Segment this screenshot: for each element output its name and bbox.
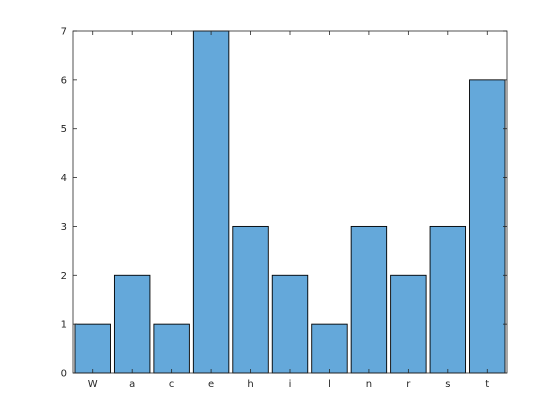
x-tick-label: h bbox=[247, 379, 253, 390]
x-tick-label: n bbox=[366, 379, 372, 390]
bar-9 bbox=[390, 274, 427, 374]
bar-2 bbox=[113, 274, 151, 374]
y-tick-label: 3 bbox=[61, 222, 67, 233]
y-tick-label: 2 bbox=[61, 271, 67, 282]
y-tick-label: 7 bbox=[61, 27, 67, 38]
bar-1 bbox=[74, 323, 111, 374]
x-tick-label: e bbox=[208, 379, 214, 390]
x-tick-label: s bbox=[445, 379, 450, 390]
y-tick-label: 0 bbox=[61, 369, 67, 380]
bar-3 bbox=[153, 323, 190, 374]
bar-6 bbox=[271, 274, 309, 374]
y-tick-label: 6 bbox=[61, 75, 67, 86]
bar-4 bbox=[192, 30, 230, 374]
bar-8 bbox=[350, 225, 388, 374]
bars-group bbox=[74, 30, 506, 374]
bar-5 bbox=[232, 225, 269, 374]
ticks-group bbox=[73, 30, 507, 374]
bar-11 bbox=[469, 79, 506, 374]
x-tick-label: l bbox=[328, 379, 331, 390]
x-tick-label: i bbox=[289, 379, 292, 390]
x-tick-label: W bbox=[88, 379, 98, 390]
x-tick-label: a bbox=[129, 379, 135, 390]
x-tick-label: r bbox=[406, 379, 411, 390]
bar-10 bbox=[429, 225, 467, 374]
y-tick-label: 4 bbox=[61, 173, 67, 184]
bar-7 bbox=[311, 323, 348, 374]
y-tick-label: 5 bbox=[61, 124, 67, 135]
x-tick-label: t bbox=[485, 379, 489, 390]
x-tick-label: c bbox=[169, 379, 175, 390]
y-tick-label: 1 bbox=[61, 320, 67, 331]
